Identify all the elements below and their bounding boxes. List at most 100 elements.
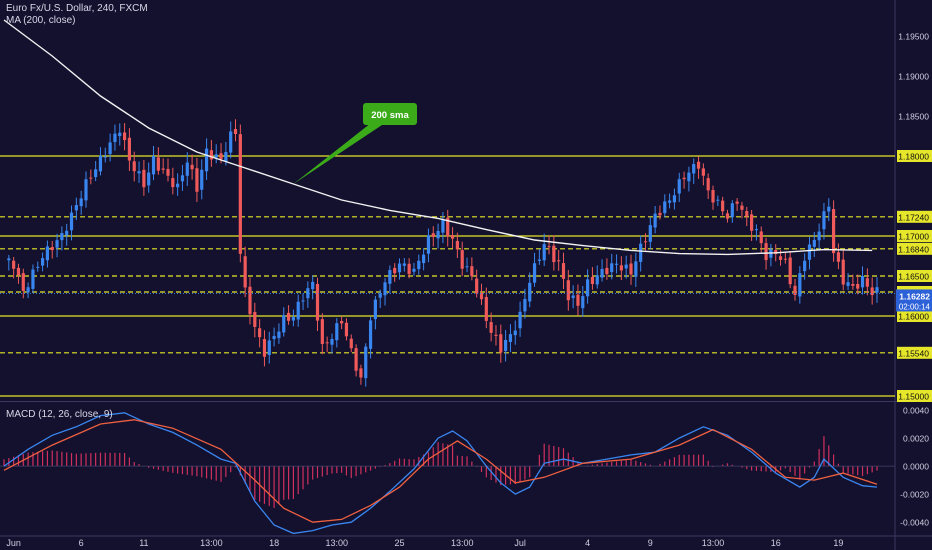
level-price-tag [897, 310, 932, 322]
candle-body [537, 259, 541, 261]
candle-body [504, 339, 508, 352]
candle-body [701, 168, 705, 176]
candle-body [209, 150, 213, 160]
candle-body [807, 244, 812, 260]
macd-line [3, 412, 878, 535]
candle-body [441, 219, 445, 233]
candle-body [436, 230, 440, 239]
level-price-label: 1.17240 [898, 212, 929, 222]
candle-body [822, 211, 826, 230]
candle-body [122, 132, 127, 141]
macd-tick-label: 0.0000 [903, 462, 929, 472]
candle-body [788, 257, 792, 285]
level-price-tag [897, 230, 932, 242]
candle-body [634, 261, 638, 277]
candle-body [595, 275, 599, 285]
candle-body [176, 183, 180, 188]
candle-body [422, 254, 426, 264]
candle-body [827, 206, 831, 212]
candle-body [687, 172, 691, 182]
candle-body [151, 156, 156, 175]
candle-body [407, 263, 411, 275]
candle-body [706, 178, 710, 191]
candle-body [528, 282, 532, 302]
candle-body [648, 225, 652, 242]
time-tick-label: 4 [585, 538, 590, 548]
level-price-tag [897, 150, 932, 162]
candle-body [291, 317, 295, 321]
candle-body [402, 263, 406, 266]
candle-body [26, 287, 30, 293]
candle-body [692, 164, 696, 174]
time-tick-label: 9 [648, 538, 653, 548]
candle-body [12, 260, 16, 269]
candle-body [875, 287, 879, 293]
candle-body [431, 233, 435, 237]
current-price-tag [896, 289, 932, 312]
price-tick-label: 1.19000 [898, 72, 929, 82]
candle-body [262, 339, 267, 357]
candle-body [639, 243, 643, 262]
price-tick-label: 1.18500 [898, 112, 929, 122]
candle-body [335, 323, 339, 341]
candle-body [359, 368, 363, 378]
candle-body [561, 263, 566, 279]
candle-body [103, 156, 107, 158]
candle-body [190, 164, 194, 170]
candle-body [272, 335, 276, 340]
candle-body [653, 213, 657, 228]
candle-body [450, 235, 455, 239]
annotation-pointer [293, 123, 385, 184]
candle-body [344, 322, 349, 337]
candle-body [233, 129, 238, 135]
candle-body [40, 258, 45, 266]
time-tick-label: 16 [771, 538, 781, 548]
candle-body [851, 283, 855, 286]
candle-body [147, 172, 151, 186]
candle-body [663, 201, 667, 214]
candle-body [214, 154, 218, 158]
candle-body [364, 346, 368, 379]
candle-body [74, 205, 78, 211]
candle-body [277, 331, 281, 339]
candle-body [735, 201, 739, 204]
time-tick-label: 6 [79, 538, 84, 548]
candle-body [320, 319, 324, 344]
candle-body [79, 198, 83, 207]
candle-body [793, 285, 797, 296]
time-tick-label: 11 [139, 538, 148, 548]
candle-body [388, 269, 392, 284]
candle-body [171, 178, 175, 188]
candle-body [778, 256, 783, 260]
candle-body [489, 322, 493, 333]
candle-body [286, 312, 291, 321]
macd-legend: MACD (12, 26, close, 9) [6, 409, 113, 420]
level-price-tag [897, 242, 932, 255]
candle-body [475, 278, 479, 294]
candle-body [108, 142, 112, 155]
candle-body [426, 235, 431, 254]
candle-body [624, 264, 628, 269]
candle-body [860, 275, 865, 288]
time-tick-label: 18 [269, 538, 279, 548]
candle-body [330, 339, 334, 345]
candle-body [373, 299, 377, 320]
candle-body [783, 258, 787, 260]
candle-body [55, 240, 59, 248]
candle-body [677, 179, 681, 194]
candle-body [547, 246, 551, 248]
candle-body [499, 334, 503, 353]
level-price-label: 1.15540 [898, 348, 929, 358]
candle-body [397, 263, 402, 273]
candle-body [224, 152, 228, 162]
candle-body [586, 279, 590, 297]
candle-body [166, 168, 170, 176]
candle-body [301, 300, 305, 302]
candle-body [513, 330, 517, 336]
candle-body [581, 296, 585, 309]
annotation-label: 200 sma [371, 110, 409, 121]
candle-body [465, 266, 469, 268]
candle-body [311, 281, 315, 290]
candle-body [89, 177, 93, 179]
